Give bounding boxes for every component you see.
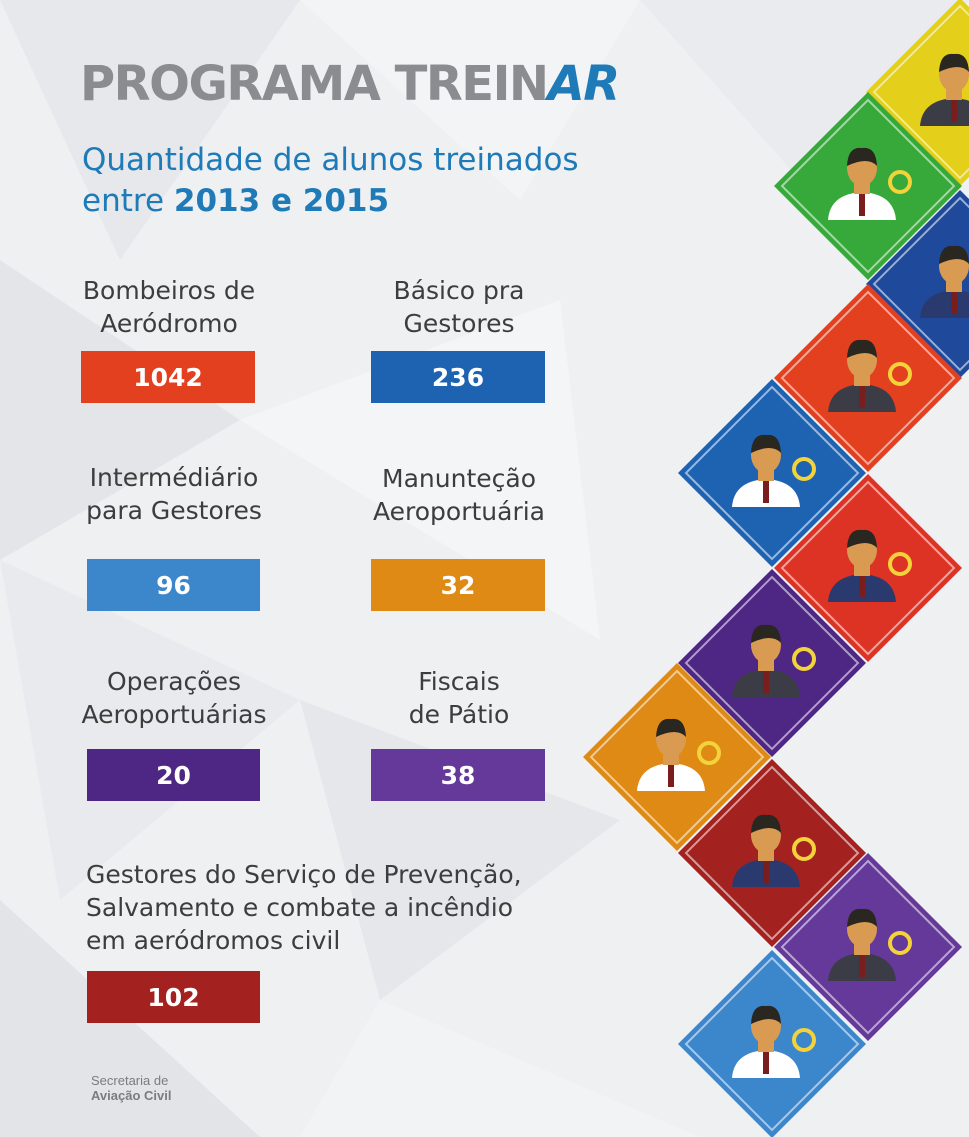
- worker-extinguisher-icon: [828, 908, 912, 981]
- stat-label-manutencao: Manunteção Aeroportuária: [372, 464, 546, 526]
- woman-alarm-icon: [732, 814, 816, 887]
- tile-woman-glasses: [866, 190, 969, 378]
- stat-value-basico-gestores: 236: [371, 351, 545, 403]
- businessman-icon: [920, 53, 969, 126]
- manager-growth-icon: [732, 434, 816, 507]
- stat-value-operacoes: 20: [87, 749, 260, 801]
- tile-firefighter: [774, 284, 962, 472]
- footer-logo: Secretaria de Aviação Civil: [91, 1073, 171, 1103]
- stat-value-intermediario: 96: [87, 559, 260, 611]
- tile-woman-alarm: [678, 759, 866, 947]
- firetruck-crew-icon: [828, 529, 912, 602]
- tile-executive-growth: [678, 950, 866, 1137]
- tile-firetruck-crew: [774, 474, 962, 662]
- footer-line1: Secretaria de: [91, 1073, 169, 1088]
- stat-label-intermediario: Intermédiário para Gestores: [86, 463, 262, 525]
- woman-glasses-icon: [920, 245, 969, 318]
- stat-label-operacoes: Operações Aeroportuárias: [81, 667, 267, 729]
- tile-mechanic-tools: [583, 663, 771, 851]
- inspector-magnifier-icon: [732, 624, 816, 697]
- stat-value-bombeiros: 1042: [81, 351, 255, 403]
- stat-label-gestores-servico: Gestores do Serviço de Prevenção, Salvam…: [86, 860, 522, 955]
- manager-money-icon: [828, 147, 912, 220]
- mechanic-tools-icon: [637, 718, 721, 791]
- stat-value-gestores-servico: 102: [87, 971, 260, 1023]
- tile-inspector-magnifier: [678, 569, 866, 757]
- stat-label-bombeiros: Bombeiros de Aeródromo: [82, 276, 256, 338]
- page-subtitle: Quantidade de alunos treinados entre 201…: [82, 142, 579, 219]
- stat-value-fiscais: 38: [371, 749, 545, 801]
- stat-label-basico-gestores: Básico pra Gestores: [393, 276, 525, 338]
- footer-line2: Aviação Civil: [91, 1088, 172, 1103]
- page-title: PROGRAMA TREINAR: [80, 56, 620, 112]
- stat-value-manutencao: 32: [371, 559, 545, 611]
- firefighter-icon: [828, 339, 912, 412]
- tile-manager-growth: [678, 379, 866, 567]
- tile-manager-money: [774, 92, 962, 280]
- title-accent: AR: [547, 56, 621, 112]
- tile-worker-extinguisher: [774, 853, 962, 1041]
- executive-growth-icon: [732, 1005, 816, 1078]
- tile-businessman: [866, 0, 969, 186]
- stat-label-fiscais: Fiscais de Pátio: [408, 667, 510, 729]
